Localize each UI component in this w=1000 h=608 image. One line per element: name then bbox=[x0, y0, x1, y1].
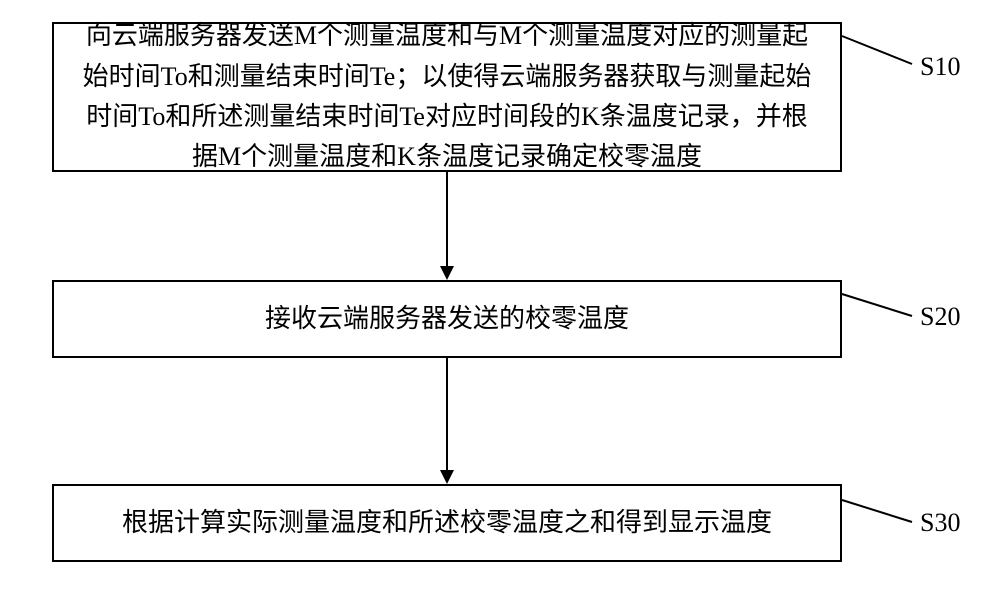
step-s20-box: 接收云端服务器发送的校零温度 bbox=[52, 280, 842, 358]
flowchart-canvas: 向云端服务器发送M个测量温度和与M个测量温度对应的测量起始时间To和测量结束时间… bbox=[0, 0, 1000, 608]
step-s10-text: 向云端服务器发送M个测量温度和与M个测量温度对应的测量起始时间To和测量结束时间… bbox=[74, 16, 820, 177]
leader-s10 bbox=[842, 36, 912, 64]
step-s30-box: 根据计算实际测量温度和所述校零温度之和得到显示温度 bbox=[52, 484, 842, 562]
leader-s20 bbox=[842, 294, 912, 316]
step-s10-label: S10 bbox=[920, 52, 960, 82]
step-s30-text: 根据计算实际测量温度和所述校零温度之和得到显示温度 bbox=[122, 503, 772, 543]
step-s20-text: 接收云端服务器发送的校零温度 bbox=[265, 299, 629, 339]
step-s20-label: S20 bbox=[920, 302, 960, 332]
arrow-s20-s30 bbox=[440, 358, 454, 484]
step-s30-label: S30 bbox=[920, 508, 960, 538]
arrow-s10-s20 bbox=[440, 172, 454, 280]
step-s10-box: 向云端服务器发送M个测量温度和与M个测量温度对应的测量起始时间To和测量结束时间… bbox=[52, 22, 842, 172]
leader-s30 bbox=[842, 500, 912, 522]
